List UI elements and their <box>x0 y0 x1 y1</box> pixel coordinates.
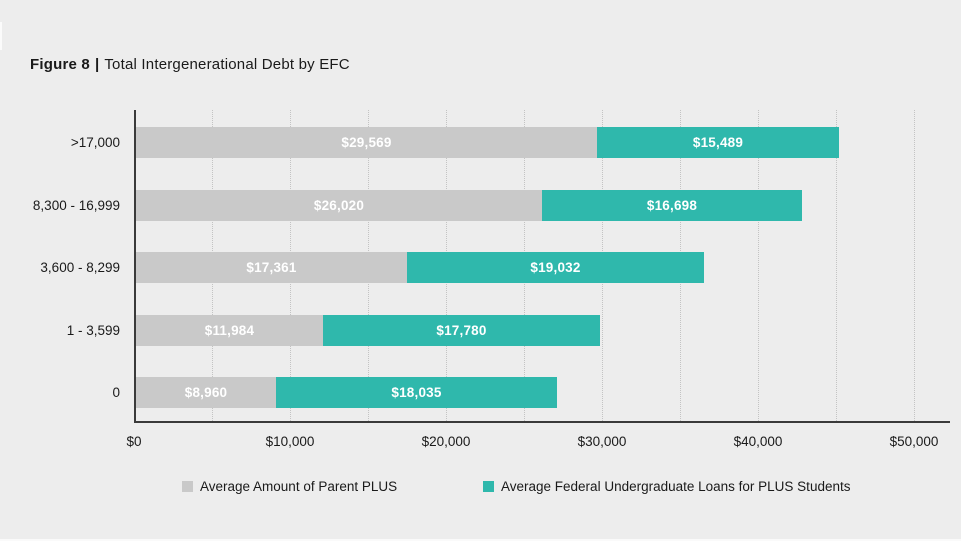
legend-swatch-teal <box>483 480 494 492</box>
gridline <box>836 110 837 421</box>
figure-number: Figure 8 <box>30 56 90 73</box>
legend-label: Average Amount of Parent PLUS <box>200 478 398 494</box>
x-axis-tick-label: $50,000 <box>889 434 939 449</box>
bar-segment-undergrad-loans: $15,489 <box>597 127 839 158</box>
left-edge-highlight <box>0 22 2 50</box>
legend-label: Average Federal Undergraduate Loans for … <box>501 478 851 494</box>
bar-value-label: $8,960 <box>184 385 228 400</box>
bar-value-label: $19,032 <box>530 260 581 275</box>
bar-value-label: $18,035 <box>391 385 442 400</box>
bar-row: $17,361 $19,032 <box>136 252 704 283</box>
bottom-edge-highlight <box>0 539 961 541</box>
bar-segment-undergrad-loans: $18,035 <box>276 377 557 408</box>
bar-segment-parent-plus: $11,984 <box>136 314 323 346</box>
title-separator: | <box>94 56 100 73</box>
bar-row: $11,984 $17,780 <box>136 314 600 346</box>
legend-item-undergrad-loans: Average Federal Undergraduate Loans for … <box>483 478 850 494</box>
figure-title: Figure 8 | Total Intergenerational Debt by… <box>30 56 350 73</box>
x-axis-tick-label: $40,000 <box>733 434 783 449</box>
x-axis-tick-label: $30,000 <box>577 434 627 449</box>
bar-row: $8,960 $18,035 <box>136 377 557 408</box>
bar-segment-parent-plus: $26,020 <box>136 189 542 221</box>
legend-item-parent-plus: Average Amount of Parent PLUS <box>182 478 397 494</box>
bar-segment-parent-plus: $17,361 <box>136 252 407 283</box>
bar-value-label: $17,361 <box>246 260 297 275</box>
bar-value-label: $17,780 <box>436 322 487 338</box>
legend-swatch-gray <box>182 480 193 492</box>
x-axis-tick-label: $20,000 <box>421 434 471 449</box>
y-axis-label: 1 - 3,599 <box>66 322 120 338</box>
bar-segment-parent-plus: $29,569 <box>136 127 597 158</box>
bar-value-label: $11,984 <box>204 322 255 338</box>
bar-value-label: $26,020 <box>313 197 365 213</box>
x-axis-tick-label: $0 <box>126 434 142 449</box>
bar-value-label: $15,489 <box>692 135 744 150</box>
gridline <box>914 110 915 421</box>
bar-row: $26,020 $16,698 <box>136 189 802 221</box>
bar-segment-undergrad-loans: $16,698 <box>542 189 802 221</box>
y-axis-line <box>134 110 136 423</box>
bar-value-label: $16,698 <box>646 197 698 213</box>
bar-row: $29,569 $15,489 <box>136 127 839 158</box>
bar-segment-undergrad-loans: $17,780 <box>323 314 600 346</box>
gridline <box>758 110 759 421</box>
title-text: Total Intergenerational Debt by EFC <box>104 56 350 73</box>
y-axis-label: 8,300 - 16,999 <box>32 197 120 213</box>
y-axis-label: >17,000 <box>70 135 120 150</box>
bar-value-label: $29,569 <box>341 135 392 150</box>
bar-segment-undergrad-loans: $19,032 <box>407 252 704 283</box>
x-axis-line <box>134 421 950 423</box>
bar-segment-parent-plus: $8,960 <box>136 377 276 408</box>
x-axis-tick-label: $10,000 <box>265 434 315 449</box>
y-axis-label: 0 <box>112 385 120 400</box>
y-axis-label: 3,600 - 8,299 <box>40 260 120 275</box>
